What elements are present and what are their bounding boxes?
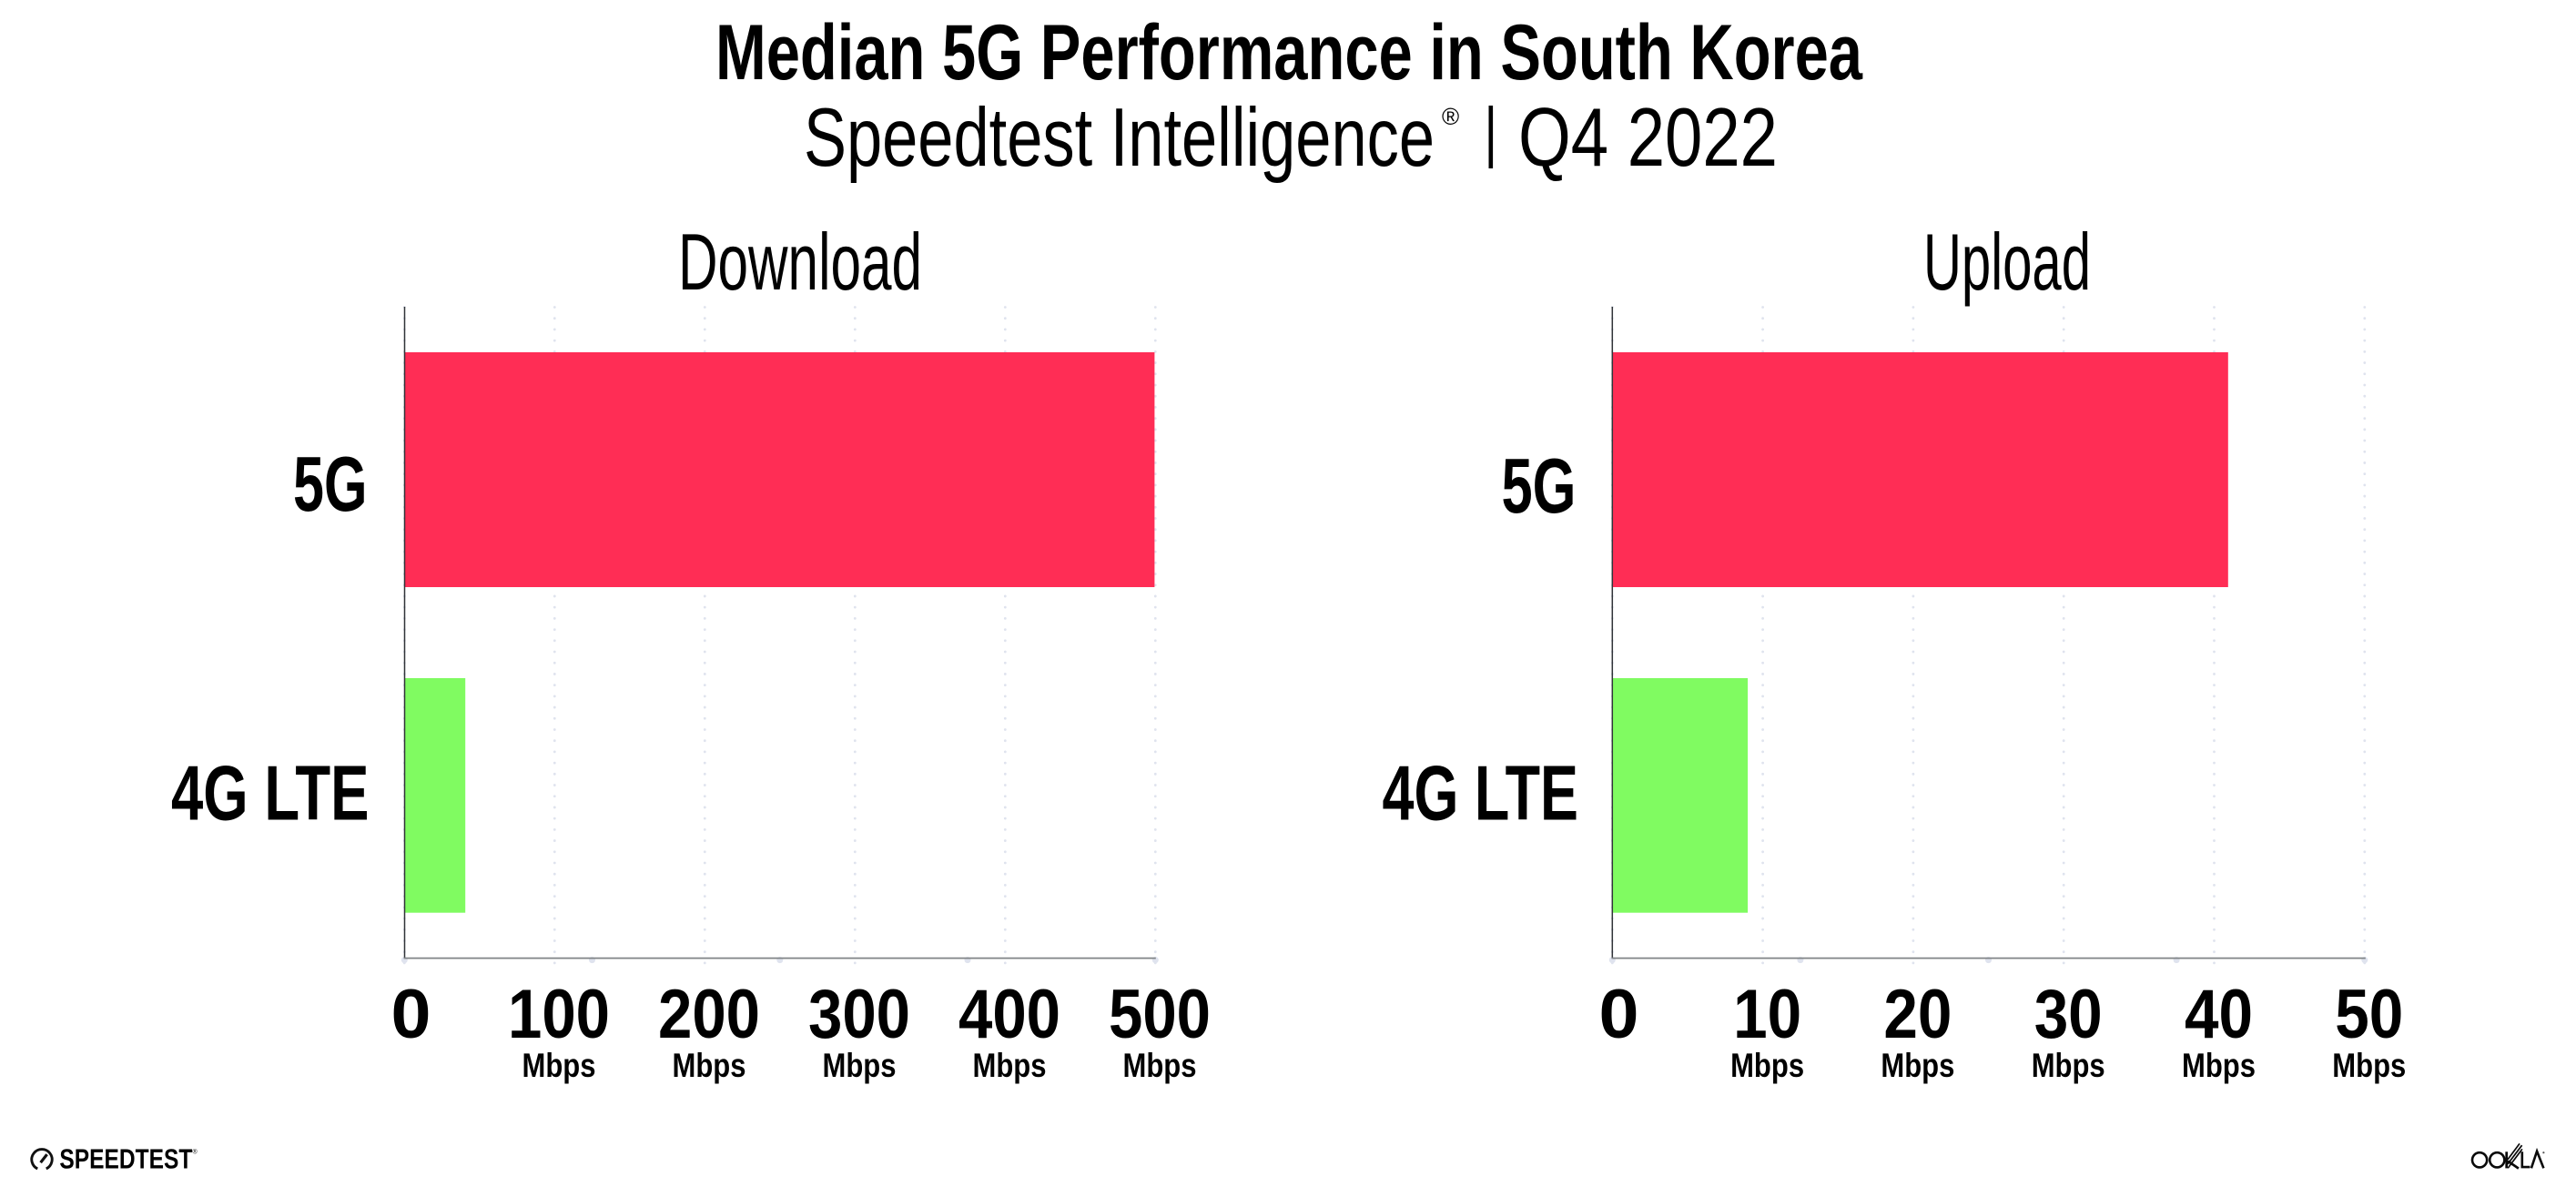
svg-text:Upload: Upload (1923, 217, 2091, 307)
svg-text:500: 500 (1109, 976, 1211, 1053)
svg-text:Mbps: Mbps (973, 1046, 1047, 1084)
svg-text:Mbps: Mbps (1881, 1046, 1954, 1084)
svg-text:30: 30 (2034, 976, 2103, 1053)
svg-text:®: ® (1442, 103, 1459, 130)
svg-text:0: 0 (391, 976, 431, 1053)
svg-text:Speedtest Intelligence: Speedtest Intelligence (804, 92, 1435, 184)
svg-text:400: 400 (958, 976, 1060, 1053)
svg-text:Q4 2022: Q4 2022 (1518, 92, 1778, 184)
svg-text:5G: 5G (1502, 443, 1577, 530)
svg-text:Mbps: Mbps (1123, 1046, 1197, 1084)
svg-text:Mbps: Mbps (2332, 1046, 2406, 1084)
svg-text:50: 50 (2335, 976, 2403, 1053)
svg-text:10: 10 (1733, 976, 1801, 1053)
svg-text:300: 300 (808, 976, 910, 1053)
svg-text:Mbps: Mbps (1730, 1046, 1804, 1084)
svg-text:100: 100 (508, 976, 610, 1053)
svg-text:0: 0 (1599, 976, 1639, 1053)
svg-text:Mbps: Mbps (2182, 1046, 2256, 1084)
svg-text:Download: Download (678, 217, 922, 307)
svg-text:Mbps: Mbps (522, 1046, 596, 1084)
svg-text:200: 200 (658, 976, 760, 1053)
svg-text:Mbps: Mbps (2032, 1046, 2105, 1084)
svg-text:20: 20 (1883, 976, 1952, 1053)
svg-text:SPEEDTEST: SPEEDTEST (59, 1143, 192, 1175)
svg-text:Mbps: Mbps (673, 1046, 746, 1084)
svg-text:40: 40 (2185, 976, 2253, 1053)
svg-text:4G LTE: 4G LTE (1383, 751, 1579, 837)
svg-text:®: ® (193, 1149, 198, 1156)
svg-text:5G: 5G (293, 441, 368, 528)
svg-text:Mbps: Mbps (823, 1046, 897, 1084)
svg-text:4G LTE: 4G LTE (171, 751, 370, 837)
svg-text:Median 5G Performance in South: Median 5G Performance in South Korea (715, 9, 1863, 96)
